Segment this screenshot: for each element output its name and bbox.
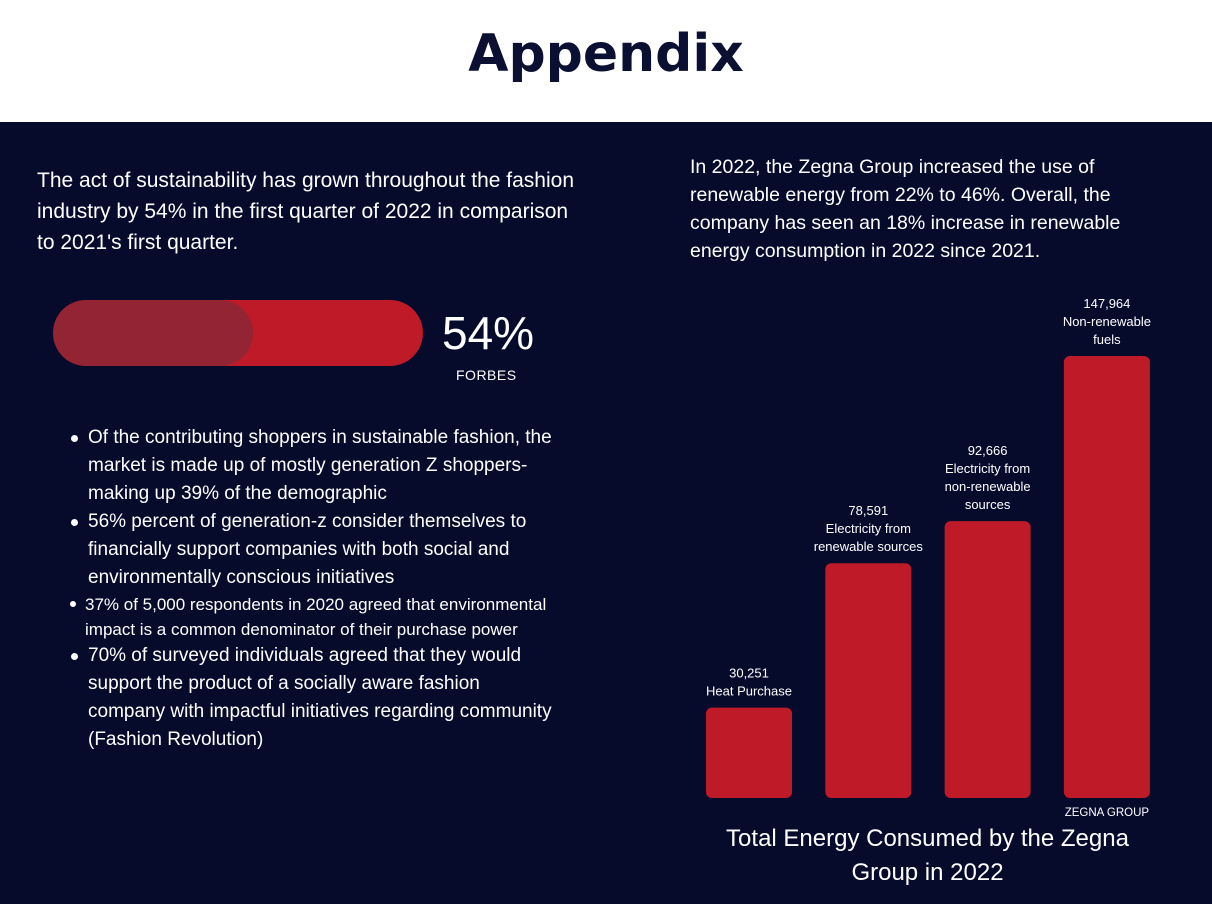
progress-bar-fill: [53, 300, 253, 366]
list-item: 37% of 5,000 respondents in 2020 agreed …: [70, 592, 560, 642]
bar-category-label: Heat Purchase: [706, 684, 792, 699]
sustainability-intro: The act of sustainability has grown thro…: [37, 169, 574, 254]
progress-bar: [53, 300, 423, 366]
list-item: 56% percent of generation-z consider the…: [70, 508, 560, 592]
stats-list: Of the contributing shoppers in sustaina…: [70, 424, 560, 754]
bar-category-label: Electricity from: [826, 521, 911, 536]
list-item: 70% of surveyed individuals agreed that …: [70, 642, 560, 754]
chart-source: ZEGNA GROUP: [1065, 807, 1150, 819]
bar-0: [706, 707, 792, 798]
bar-value-label: 92,666: [968, 443, 1008, 458]
bar-category-label: Non-renewable: [1063, 314, 1151, 329]
bar-category-label: fuels: [1093, 332, 1121, 347]
bar-value-label: 78,591: [848, 503, 888, 518]
bar-category-label: sources: [965, 497, 1011, 512]
bar-category-label: non-renewable: [945, 479, 1031, 494]
header: Appendix: [0, 0, 1212, 122]
progress-value: 54%: [442, 307, 535, 359]
progress-source: FORBES: [456, 367, 517, 383]
energy-bar-chart: 30,251 Heat Purchase 78,591 Electricity fro…: [706, 296, 1151, 819]
bar-category-label: Electricity from: [945, 461, 1030, 476]
bar-3: [1063, 356, 1150, 798]
bar-1: [825, 563, 912, 798]
zegna-intro: In 2022, the Zegna Group increased the u…: [690, 156, 1121, 262]
chart-title: Total Energy Consumed by the Zegna Group…: [726, 825, 1129, 886]
bar-value-label: 30,251: [729, 666, 769, 681]
page-title: Appendix: [468, 24, 744, 84]
bar-value-label: 147,964: [1083, 296, 1130, 311]
bar-category-label: renewable sources: [814, 539, 924, 554]
bar-2: [944, 521, 1031, 798]
list-item: Of the contributing shoppers in sustaina…: [70, 424, 560, 508]
